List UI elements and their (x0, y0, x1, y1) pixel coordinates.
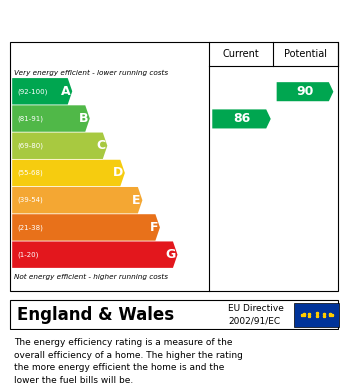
Text: F: F (150, 221, 158, 234)
Text: E: E (132, 194, 141, 207)
Text: England & Wales: England & Wales (17, 306, 175, 324)
Text: (81-91): (81-91) (17, 115, 44, 122)
Text: Energy Efficiency Rating: Energy Efficiency Rating (9, 8, 238, 26)
Text: B: B (79, 112, 88, 125)
Text: Current: Current (223, 49, 259, 59)
Text: Potential: Potential (284, 49, 327, 59)
Polygon shape (212, 109, 271, 129)
Text: 90: 90 (296, 85, 314, 98)
Text: C: C (96, 139, 105, 152)
Polygon shape (12, 187, 142, 213)
Text: D: D (113, 167, 123, 179)
Text: (39-54): (39-54) (17, 197, 43, 203)
Text: Not energy efficient - higher running costs: Not energy efficient - higher running co… (14, 274, 168, 280)
Polygon shape (12, 78, 72, 104)
Polygon shape (12, 242, 177, 268)
Text: EU Directive
2002/91/EC: EU Directive 2002/91/EC (228, 304, 284, 325)
Text: G: G (166, 248, 176, 261)
Text: (92-100): (92-100) (17, 88, 48, 95)
Text: (55-68): (55-68) (17, 170, 43, 176)
Text: 86: 86 (233, 113, 250, 126)
Text: (1-20): (1-20) (17, 251, 39, 258)
Text: (21-38): (21-38) (17, 224, 43, 231)
Polygon shape (12, 133, 107, 159)
Polygon shape (277, 82, 333, 101)
Polygon shape (12, 105, 90, 132)
Text: Very energy efficient - lower running costs: Very energy efficient - lower running co… (14, 70, 168, 76)
Polygon shape (12, 214, 160, 240)
Polygon shape (12, 160, 125, 186)
Bar (294, 303, 339, 326)
Text: (69-80): (69-80) (17, 142, 44, 149)
Text: A: A (61, 85, 71, 98)
Text: The energy efficiency rating is a measure of the
overall efficiency of a home. T: The energy efficiency rating is a measur… (14, 338, 243, 385)
